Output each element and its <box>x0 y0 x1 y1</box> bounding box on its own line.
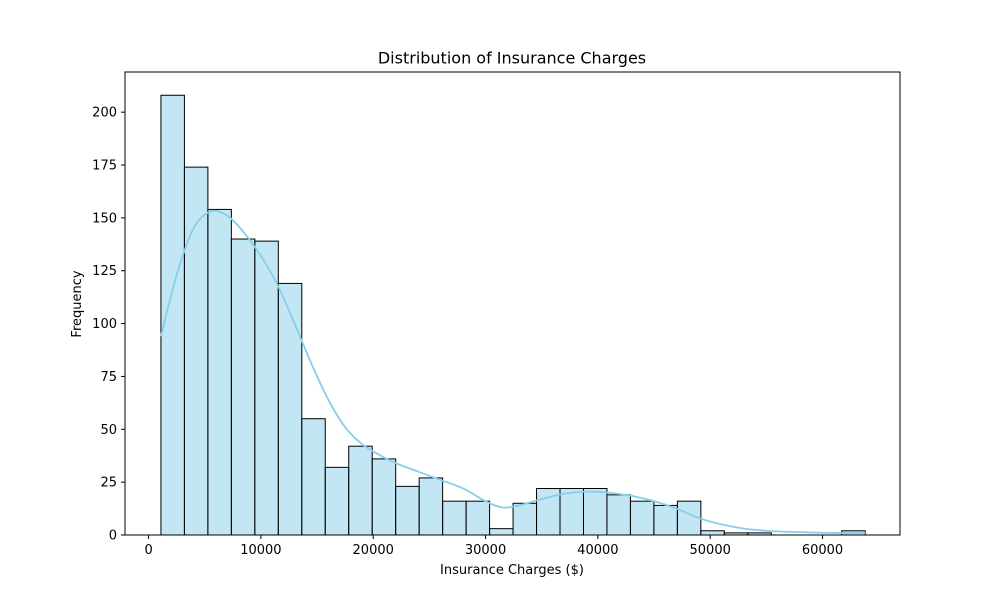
histogram-bar <box>371 458 397 536</box>
y-tick-label: 50 <box>100 423 117 438</box>
plot-frame <box>124 71 901 536</box>
histogram-bar <box>489 528 514 536</box>
histogram-bar <box>700 530 725 536</box>
histogram-bar <box>183 166 209 536</box>
x-tick-label: 60000 <box>802 543 843 558</box>
y-axis: 0 25 50 75 100 125 150 175 200 <box>92 106 125 544</box>
x-tick-label: 20000 <box>353 543 394 558</box>
chart-title: Distribution of Insurance Charges <box>378 49 646 68</box>
histogram-bar <box>606 494 631 536</box>
histogram-bar <box>582 487 608 536</box>
histogram-bar <box>512 502 538 536</box>
x-tick-label: 10000 <box>240 543 281 558</box>
histogram-bar <box>301 418 326 536</box>
histogram-bar <box>442 500 467 536</box>
histogram-bar <box>418 477 444 536</box>
x-axis-label: Insurance Charges ($) <box>440 563 584 578</box>
x-tick-label: 40000 <box>577 543 618 558</box>
histogram-bar <box>629 500 655 536</box>
kde-group <box>160 209 866 534</box>
histogram-bar <box>465 500 491 536</box>
histogram-bar <box>324 466 350 536</box>
bars-group <box>160 94 866 536</box>
histogram-bar <box>277 282 303 536</box>
y-tick-label: 150 <box>92 211 117 226</box>
histogram-bar <box>160 94 185 536</box>
x-axis: 0 10000 20000 30000 40000 50000 60000 <box>144 535 843 558</box>
histogram-bar <box>559 487 584 536</box>
y-tick-label: 125 <box>92 264 117 279</box>
y-tick-label: 25 <box>100 476 117 491</box>
y-tick-label: 100 <box>92 317 117 332</box>
x-tick-label: 30000 <box>465 543 506 558</box>
histogram-bar <box>230 238 256 536</box>
x-tick-label: 50000 <box>690 543 731 558</box>
histogram-bar <box>653 504 678 536</box>
y-tick-label: 200 <box>92 106 117 121</box>
kde-line <box>160 209 866 534</box>
histogram-bar <box>348 445 373 536</box>
x-tick-label: 0 <box>144 543 152 558</box>
histogram-bar <box>254 240 279 536</box>
histogram-bar <box>395 485 420 536</box>
histogram-bar <box>207 208 232 536</box>
y-tick-label: 0 <box>109 529 117 544</box>
y-tick-label: 175 <box>92 159 117 174</box>
y-axis-label: Frequency <box>70 270 85 337</box>
y-tick-label: 75 <box>100 370 117 385</box>
